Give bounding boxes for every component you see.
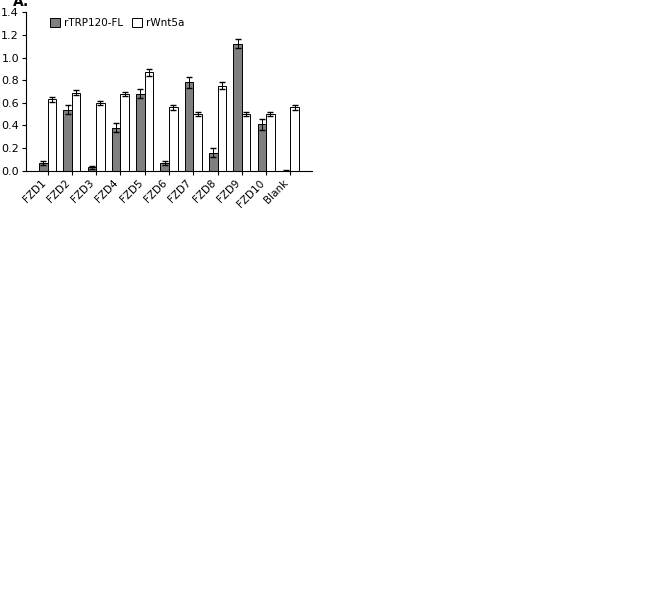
Bar [257, 124, 266, 171]
Bar [291, 107, 299, 171]
Bar [233, 44, 242, 171]
Bar [161, 163, 169, 171]
Bar [136, 94, 145, 171]
Text: A.: A. [13, 0, 29, 9]
Bar [193, 114, 202, 171]
Bar [145, 72, 153, 171]
Bar [218, 86, 226, 171]
Bar [185, 82, 193, 171]
Bar [96, 103, 105, 171]
Bar [112, 127, 120, 171]
Bar [39, 163, 47, 171]
Bar [72, 93, 81, 171]
Bar [47, 99, 56, 171]
Bar [120, 94, 129, 171]
Bar [209, 152, 218, 171]
Bar [88, 167, 96, 171]
Bar [63, 110, 72, 171]
Bar [242, 114, 250, 171]
Bar [266, 114, 275, 171]
Bar [169, 107, 177, 171]
Legend: rTRP120-FL, rWnt5a: rTRP120-FL, rWnt5a [46, 14, 189, 32]
